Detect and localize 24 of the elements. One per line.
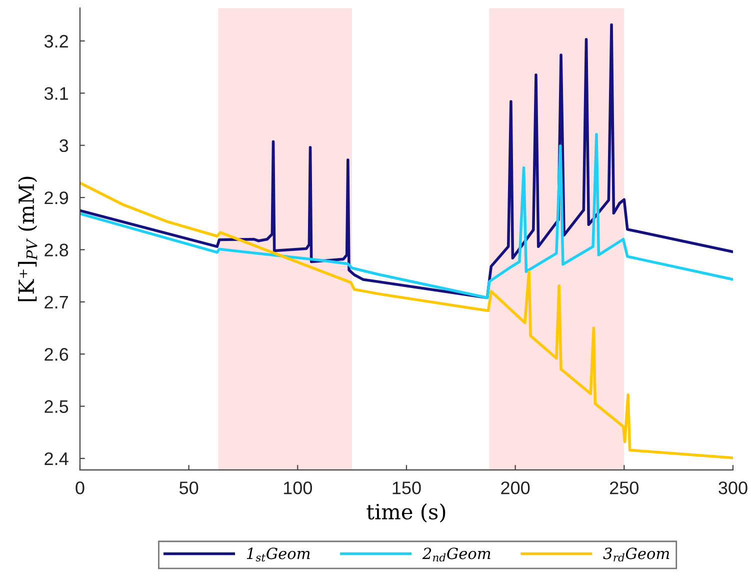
x-axis-title: time (s)	[366, 503, 446, 522]
y-tick-label: 3	[60, 139, 68, 152]
x-tick-label: 250	[610, 482, 638, 494]
x-tick-label: 150	[392, 482, 421, 494]
y-tick-label: 3.1	[44, 87, 68, 100]
x-tick-label: 0	[76, 482, 84, 494]
y-axis-title: [K⁺]$_{PV}$ (mM)	[18, 176, 38, 302]
line-series	[80, 23, 733, 300]
y-tick-label: 2.6	[44, 348, 68, 361]
x-tick-label: 50	[179, 482, 198, 494]
line-series	[80, 132, 733, 300]
x-tick-label: 200	[501, 482, 530, 494]
x-tick-label: 300	[718, 482, 748, 494]
legend-label: 1$_{st}$Geom	[246, 548, 310, 562]
y-tick-label: 2.5	[44, 400, 68, 413]
y-tick-label: 2.9	[44, 191, 68, 204]
y-tick-label: 2.4	[44, 452, 68, 465]
y-tick-label: 2.8	[44, 244, 68, 256]
y-tick-label: 3.2	[44, 34, 68, 48]
legend-label: 2$_{nd}$Geom	[422, 548, 490, 562]
legend-label: 3$_{rd}$Geom	[603, 548, 670, 562]
y-tick-label: 2.7	[44, 296, 68, 308]
line-series	[80, 182, 733, 460]
x-tick-label: 100	[284, 482, 312, 494]
